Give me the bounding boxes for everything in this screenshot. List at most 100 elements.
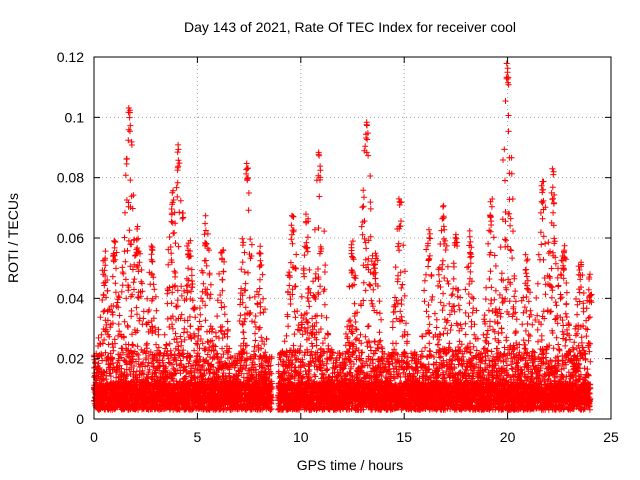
data-point	[121, 248, 128, 255]
data-point	[178, 311, 185, 318]
data-point	[125, 324, 131, 330]
data-point	[260, 295, 267, 302]
data-point	[283, 332, 290, 339]
data-point	[131, 276, 138, 283]
data-point	[202, 220, 209, 227]
data-point	[251, 319, 258, 326]
data-point	[118, 365, 125, 372]
data-point	[175, 243, 182, 250]
data-point	[214, 313, 221, 320]
data-point	[240, 239, 247, 246]
data-point	[281, 338, 288, 345]
data-point	[130, 342, 137, 349]
data-point	[134, 327, 141, 334]
data-point	[321, 269, 328, 275]
data-point	[122, 209, 128, 216]
data-point	[214, 350, 221, 357]
data-point	[97, 314, 104, 321]
data-point	[129, 291, 136, 298]
data-point	[104, 287, 111, 294]
data-point	[123, 373, 130, 380]
data-point	[306, 303, 313, 310]
data-point	[129, 205, 136, 212]
data-point	[139, 280, 145, 287]
data-point	[221, 311, 228, 318]
data-point	[115, 332, 122, 339]
data-point	[187, 323, 194, 330]
data-point	[150, 281, 157, 288]
data-point	[142, 363, 149, 370]
data-point	[293, 251, 300, 258]
data-point	[127, 177, 134, 184]
data-point	[242, 315, 249, 322]
data-point	[121, 334, 127, 341]
data-point	[118, 288, 125, 295]
data-point	[316, 193, 323, 200]
data-point	[180, 214, 187, 221]
data-point	[116, 294, 123, 301]
data-point	[213, 333, 220, 340]
data-point	[121, 318, 128, 325]
data-point	[101, 282, 108, 289]
data-point	[120, 349, 127, 356]
data-point	[128, 313, 135, 320]
data-point	[139, 361, 145, 368]
data-point	[105, 307, 112, 314]
data-point	[117, 351, 123, 358]
data-point	[298, 293, 305, 300]
data-point	[122, 172, 129, 179]
data-point	[251, 343, 258, 350]
data-point	[125, 284, 132, 291]
data-point	[304, 294, 311, 301]
data-point	[172, 240, 179, 247]
data-point	[168, 300, 175, 307]
data-point	[224, 318, 231, 325]
data-point	[131, 363, 137, 369]
data-point	[239, 321, 246, 328]
data-points	[91, 60, 595, 413]
data-point	[188, 288, 194, 295]
data-point	[198, 295, 205, 302]
data-point	[306, 266, 313, 273]
data-point	[174, 179, 181, 186]
data-point	[135, 352, 142, 358]
data-point	[128, 142, 135, 148]
data-point	[252, 313, 259, 319]
data-point	[101, 307, 108, 314]
data-point	[103, 294, 109, 301]
data-point	[189, 281, 196, 287]
data-point	[256, 324, 263, 331]
data-point	[191, 347, 198, 354]
data-point	[202, 257, 209, 264]
data-point	[322, 262, 329, 269]
data-point	[145, 374, 152, 381]
data-point	[245, 190, 252, 196]
data-point	[129, 266, 136, 273]
data-point	[187, 354, 194, 360]
data-point	[291, 331, 298, 338]
data-point	[305, 298, 312, 305]
data-point	[130, 192, 137, 199]
data-point	[126, 227, 133, 234]
data-point	[285, 323, 292, 330]
data-point	[146, 307, 153, 313]
data-point	[128, 241, 135, 248]
data-point	[109, 311, 116, 318]
data-point	[188, 272, 195, 279]
data-point	[321, 228, 328, 235]
data-point	[207, 281, 214, 288]
data-point	[256, 285, 263, 292]
data-point	[124, 247, 131, 254]
data-point	[249, 318, 255, 325]
data-point	[259, 271, 266, 278]
data-point	[168, 351, 175, 358]
data-point	[139, 288, 146, 295]
data-point	[317, 283, 324, 290]
data-point	[139, 367, 146, 374]
data-point	[123, 295, 130, 302]
data-point	[178, 283, 185, 290]
data-point	[135, 262, 141, 269]
data-point	[134, 294, 141, 301]
data-point	[286, 282, 293, 289]
data-point	[196, 318, 203, 325]
